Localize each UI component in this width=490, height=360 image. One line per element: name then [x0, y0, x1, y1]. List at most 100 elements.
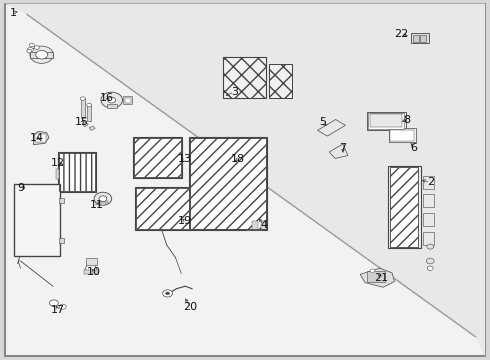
Text: 22: 22 [393, 29, 408, 39]
Circle shape [27, 49, 32, 53]
Bar [98, 201, 108, 203]
Bar [390, 130, 414, 141]
Bar [390, 167, 418, 247]
Text: 18: 18 [231, 154, 245, 164]
Bar [390, 167, 418, 247]
Polygon shape [329, 144, 348, 158]
Bar [59, 198, 64, 203]
Circle shape [87, 103, 92, 107]
Text: 20: 20 [183, 302, 197, 312]
Text: 14: 14 [30, 132, 44, 143]
Bar [135, 187, 190, 230]
Bar [190, 138, 266, 229]
Text: 7: 7 [340, 143, 346, 153]
Bar [388, 166, 421, 248]
Polygon shape [318, 120, 345, 136]
Bar [246, 215, 262, 230]
Circle shape [427, 266, 433, 270]
Bar [223, 57, 266, 98]
Circle shape [221, 162, 229, 168]
Circle shape [166, 292, 170, 295]
Text: 3: 3 [231, 87, 238, 97]
Bar [190, 138, 266, 229]
Bar [420, 35, 426, 42]
Bar [84, 270, 98, 274]
Circle shape [370, 269, 375, 273]
Text: 15: 15 [75, 117, 89, 127]
Circle shape [426, 258, 434, 264]
Bar [367, 112, 406, 130]
Polygon shape [223, 159, 245, 171]
Bar [107, 104, 117, 108]
Circle shape [49, 300, 58, 306]
Circle shape [30, 46, 53, 63]
Text: 1: 1 [10, 8, 17, 18]
Bar [56, 169, 59, 179]
Bar [423, 213, 434, 226]
Circle shape [36, 50, 48, 59]
Bar [59, 153, 95, 191]
Text: 17: 17 [51, 305, 65, 315]
Bar [423, 176, 434, 189]
Text: 2: 2 [427, 177, 434, 187]
Bar [123, 96, 132, 104]
Bar [81, 98, 85, 118]
Bar [134, 138, 181, 177]
Bar [136, 188, 189, 229]
Bar [30, 52, 53, 58]
Bar [189, 137, 267, 230]
Circle shape [101, 92, 122, 108]
Bar [59, 238, 64, 243]
Text: 13: 13 [178, 154, 192, 164]
Polygon shape [5, 4, 485, 356]
Circle shape [108, 97, 116, 103]
Circle shape [29, 43, 34, 47]
Text: 12: 12 [51, 158, 65, 168]
Bar [136, 188, 189, 229]
Bar [411, 33, 429, 43]
Circle shape [27, 48, 33, 52]
Bar [370, 114, 402, 127]
Text: 10: 10 [87, 267, 101, 277]
Bar [368, 113, 404, 129]
Bar [86, 258, 97, 265]
Bar [14, 184, 60, 256]
Bar [134, 138, 181, 177]
Text: 21: 21 [374, 273, 388, 283]
Bar [14, 184, 60, 256]
Text: 5: 5 [319, 117, 326, 127]
Circle shape [99, 196, 107, 202]
Bar [423, 232, 434, 245]
Bar [35, 134, 46, 142]
Bar [261, 221, 267, 230]
Bar [125, 98, 131, 103]
Bar [58, 152, 96, 192]
Bar [223, 57, 266, 98]
Bar [413, 35, 419, 42]
Bar [423, 194, 434, 207]
Text: 4: 4 [260, 220, 267, 230]
Text: 19: 19 [178, 216, 192, 226]
Bar [389, 128, 416, 142]
Bar [252, 221, 258, 230]
Polygon shape [33, 131, 49, 145]
Text: 11: 11 [90, 200, 104, 210]
Bar [133, 137, 182, 178]
Bar [59, 153, 95, 191]
Text: 8: 8 [403, 114, 410, 125]
Polygon shape [82, 122, 88, 127]
Circle shape [59, 304, 66, 309]
Bar [367, 271, 385, 282]
Bar [269, 64, 292, 98]
Circle shape [34, 46, 39, 49]
Text: 16: 16 [100, 93, 114, 103]
Bar [87, 104, 91, 121]
Circle shape [80, 97, 85, 100]
Polygon shape [89, 126, 95, 130]
Text: 6: 6 [411, 143, 417, 153]
Circle shape [163, 290, 172, 297]
Circle shape [94, 192, 112, 205]
Polygon shape [360, 268, 394, 287]
Text: 9: 9 [17, 183, 24, 193]
Bar [269, 64, 292, 98]
